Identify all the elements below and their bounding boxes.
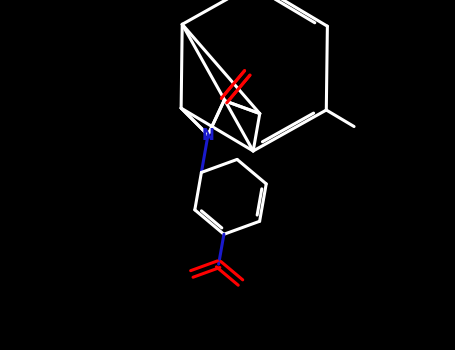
Text: N: N [202,127,214,142]
